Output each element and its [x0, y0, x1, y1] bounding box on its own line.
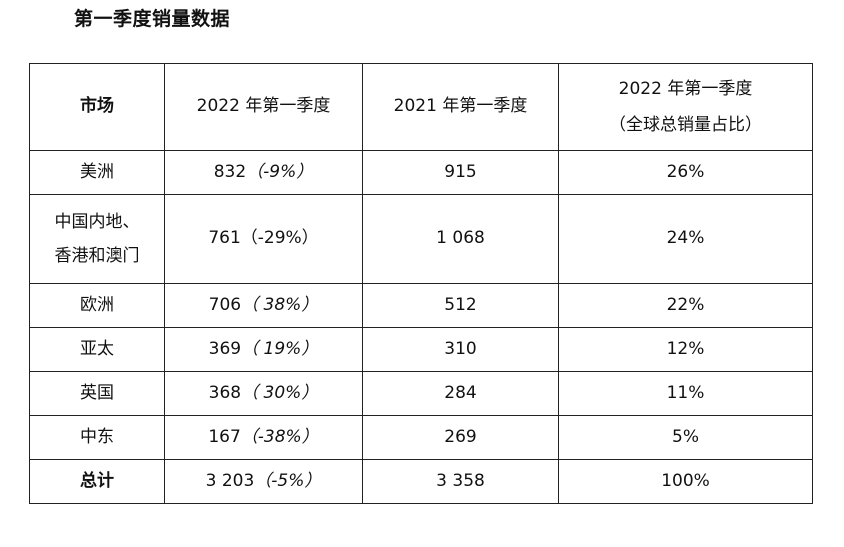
sales-2022-cell: 368（ 30%）	[164, 371, 363, 416]
page-title: 第一季度销量数据	[74, 8, 231, 30]
table-row: 欧洲 706（ 38%） 512 22%	[29, 283, 813, 328]
share-cell: 22%	[558, 283, 813, 328]
yoy-change: （-9%）	[246, 161, 314, 182]
sales-2022-value: 761	[208, 228, 241, 249]
sales-2021-cell: 269	[362, 415, 559, 460]
column-header-share: 2022 年第一季度 （全球总销量占比）	[558, 63, 813, 151]
sales-2022-cell: 167（-38%）	[164, 415, 363, 460]
market-line1: 中国内地、	[54, 212, 140, 232]
market-cell: 美洲	[29, 150, 165, 195]
share-cell: 100%	[558, 459, 813, 504]
column-header-market: 市场	[29, 63, 165, 151]
market-cell: 亚太	[29, 327, 165, 372]
table-row: 亚太 369（ 19%） 310 12%	[29, 327, 813, 372]
column-header-share-line2: （全球总销量占比）	[609, 115, 762, 135]
sales-2022-value: 706	[208, 294, 242, 315]
table-header-row: 市场 2022 年第一季度 2021 年第一季度 2022 年第一季度 （全球总…	[29, 63, 813, 151]
sales-table: 市场 2022 年第一季度 2021 年第一季度 2022 年第一季度 （全球总…	[29, 63, 813, 504]
sales-2021-cell: 915	[362, 150, 559, 195]
sales-2022-value: 167	[208, 426, 241, 447]
sales-2022-value: 832	[213, 161, 247, 182]
yoy-change: （ 38%）	[241, 294, 319, 315]
yoy-change: （-5%）	[254, 470, 322, 491]
share-cell: 12%	[558, 327, 813, 372]
share-cell: 5%	[558, 415, 813, 460]
sales-2022-cell: 3 203（-5%）	[164, 459, 363, 504]
table-row: 美洲 832（-9%） 915 26%	[29, 150, 813, 195]
share-cell: 24%	[558, 194, 813, 284]
sales-2022-cell: 706（ 38%）	[164, 283, 363, 328]
table-row: 英国 368（ 30%） 284 11%	[29, 371, 813, 416]
share-cell: 26%	[558, 150, 813, 195]
sales-2022-cell: 369（ 19%）	[164, 327, 363, 372]
sales-2021-cell: 1 068	[362, 194, 559, 284]
sales-2022-value: 368	[208, 382, 242, 403]
column-header-2021-q1: 2021 年第一季度	[362, 63, 559, 151]
column-header-2022-q1: 2022 年第一季度	[164, 63, 363, 151]
market-cell: 欧洲	[29, 283, 165, 328]
table-row: 中东 167（-38%） 269 5%	[29, 415, 813, 460]
yoy-change: （ 30%）	[241, 382, 319, 403]
sales-2022-cell: 832（-9%）	[164, 150, 363, 195]
sales-2022-value: 369	[208, 338, 242, 359]
sales-2021-cell: 512	[362, 283, 559, 328]
sales-2021-cell: 310	[362, 327, 559, 372]
market-cell-total: 总计	[29, 459, 165, 504]
market-line2: 香港和澳门	[54, 246, 140, 266]
yoy-change: （-29%）	[240, 228, 319, 249]
column-header-share-line1: 2022 年第一季度	[618, 79, 753, 99]
yoy-change: （ 19%）	[241, 338, 319, 359]
market-cell: 中国内地、香港和澳门	[29, 194, 165, 284]
table-row-total: 总计 3 203（-5%） 3 358 100%	[29, 459, 813, 504]
share-cell: 11%	[558, 371, 813, 416]
sales-2021-cell: 284	[362, 371, 559, 416]
yoy-change: （-38%）	[240, 426, 319, 447]
market-cell: 英国	[29, 371, 165, 416]
sales-2022-value: 3 203	[205, 470, 255, 491]
sales-2022-cell: 761（-29%）	[164, 194, 363, 284]
table-row: 中国内地、香港和澳门 761（-29%） 1 068 24%	[29, 194, 813, 284]
market-cell: 中东	[29, 415, 165, 460]
sales-2021-cell: 3 358	[362, 459, 559, 504]
